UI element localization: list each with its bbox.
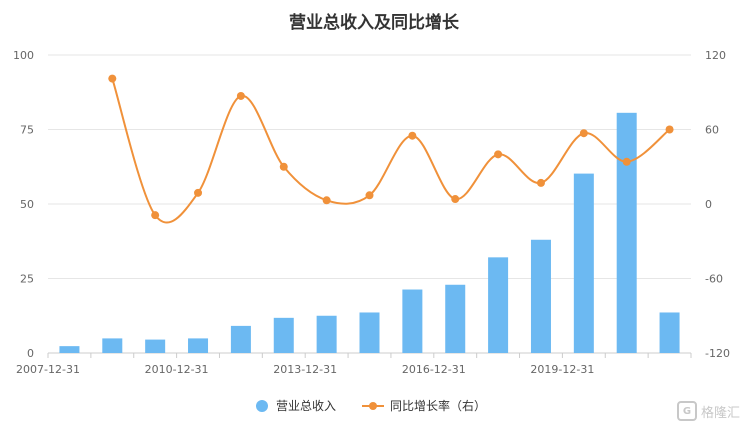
revenue-bar xyxy=(402,289,423,353)
legend-item-revenue[interactable]: 营业总收入 xyxy=(256,399,336,413)
right-tick-label: -60 xyxy=(705,273,723,286)
left-tick-label: 50 xyxy=(20,198,34,211)
legend[interactable]: 营业总收入 同比增长率（右） xyxy=(256,398,486,413)
right-tick-label: 60 xyxy=(705,124,719,137)
growth-point xyxy=(451,195,460,204)
legend-item-growth[interactable]: 同比增长率（右） xyxy=(362,398,486,413)
revenue-bar xyxy=(145,339,166,353)
growth-point xyxy=(322,196,331,205)
watermark-text: 格隆汇 xyxy=(700,405,740,421)
watermark-logo-icon: G xyxy=(676,401,697,421)
left-tick-label: 75 xyxy=(20,124,34,137)
revenue-bar xyxy=(102,338,123,353)
growth-point xyxy=(579,129,588,138)
growth-point xyxy=(408,131,417,140)
x-tick-label: 2019-12-31 xyxy=(530,363,594,376)
right-tick-label: -120 xyxy=(705,347,730,360)
x-tick-label: 2010-12-31 xyxy=(145,363,209,376)
revenue-bars xyxy=(59,112,680,353)
legend-revenue-label: 营业总收入 xyxy=(276,399,336,413)
revenue-bar xyxy=(316,315,337,353)
grid-lines xyxy=(48,54,691,354)
left-tick-label: 100 xyxy=(13,49,34,62)
growth-point xyxy=(236,91,245,100)
growth-point xyxy=(365,191,374,200)
growth-point xyxy=(279,162,288,171)
watermark: G 格隆汇 xyxy=(676,401,740,421)
revenue-bar xyxy=(230,325,251,353)
revenue-bar xyxy=(659,312,680,353)
right-tick-label: 120 xyxy=(705,49,726,62)
right-axis: -120 -60 0 60 120 xyxy=(705,49,730,360)
right-tick-label: 0 xyxy=(705,198,712,211)
revenue-bar xyxy=(445,284,466,353)
revenue-bar xyxy=(188,338,209,353)
revenue-bar xyxy=(530,239,551,353)
growth-point xyxy=(108,74,117,83)
x-tick-label: 2016-12-31 xyxy=(402,363,466,376)
revenue-bar xyxy=(488,257,509,353)
revenue-bar xyxy=(359,312,380,353)
x-tick-label: 2007-12-31 xyxy=(16,363,80,376)
growth-point xyxy=(494,150,503,159)
legend-growth-marker xyxy=(369,402,377,410)
growth-line xyxy=(108,74,674,224)
revenue-bar xyxy=(616,112,637,353)
revenue-bar xyxy=(573,173,594,353)
x-axis: 2007-12-31 2010-12-31 2013-12-31 2016-12-31… xyxy=(16,353,692,376)
growth-point xyxy=(194,188,203,197)
x-tick-label: 2013-12-31 xyxy=(273,363,337,376)
revenue-bar xyxy=(273,317,294,353)
left-tick-label: 25 xyxy=(20,273,34,286)
chart-title: 营业总收入及同比增长 xyxy=(289,12,460,33)
growth-point xyxy=(665,125,674,134)
legend-growth-label: 同比增长率（右） xyxy=(390,398,486,413)
revenue-bar xyxy=(59,346,80,353)
left-axis: 0 25 50 75 100 xyxy=(13,49,34,360)
growth-point xyxy=(536,178,545,187)
left-tick-label: 0 xyxy=(27,347,34,360)
growth-point xyxy=(151,211,160,220)
legend-revenue-marker xyxy=(256,400,268,412)
growth-point xyxy=(622,157,631,166)
